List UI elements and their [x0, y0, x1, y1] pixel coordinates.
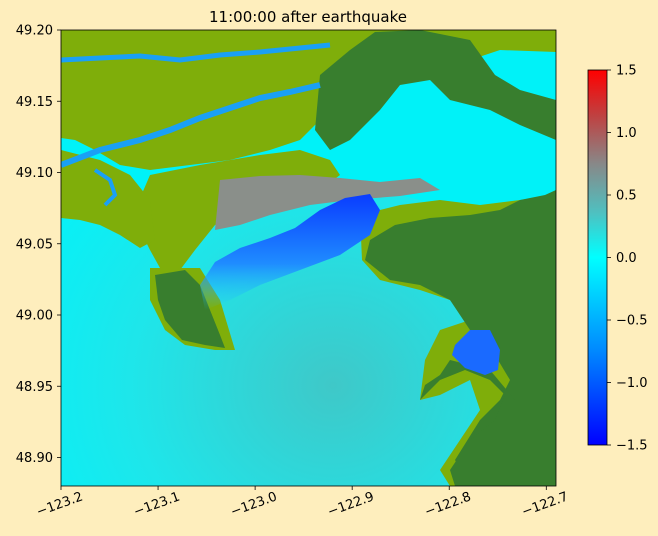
- y-tick-label: 49.15: [16, 95, 53, 110]
- y-tick-label: 49.05: [16, 237, 53, 252]
- x-tick-label: −123.1: [132, 489, 182, 520]
- x-tick-label: −122.7: [520, 489, 570, 520]
- river-channel-west: [93, 168, 118, 207]
- heatmap-field: [61, 30, 556, 486]
- colorbar-axis: 1.5 1.0 0.5 0.0 −0.5 −1.0 −1.5: [607, 64, 648, 454]
- y-tick-label: 49.10: [16, 166, 53, 181]
- x-axis: −123.2 −123.1 −123.0 −122.9 −122.8 −122.7: [35, 486, 570, 520]
- y-tick-label: 48.95: [16, 380, 53, 395]
- land-high-south: [420, 360, 556, 486]
- colorbar-tick-label: −0.5: [616, 314, 648, 329]
- plot-frame: [60, 29, 557, 487]
- colorbar-tick-label: −1.0: [616, 376, 648, 391]
- x-tick-label: −122.8: [423, 489, 473, 520]
- y-tick-label: 49.00: [16, 309, 53, 324]
- x-tick-label: −123.0: [229, 489, 279, 520]
- colorbar-tick-label: 1.5: [616, 64, 637, 79]
- drawdown-zone: [200, 194, 380, 310]
- chart-title: 11:00:00 after earthquake: [209, 8, 407, 26]
- drawdown-bay: [452, 330, 500, 375]
- x-tick-label: −122.9: [326, 489, 376, 520]
- colorbar-tick-label: −1.5: [616, 439, 648, 454]
- y-tick-label: 49.20: [16, 24, 53, 39]
- colorbar: [587, 69, 608, 446]
- river-channel: [61, 82, 321, 168]
- colorbar-tick-label: 0.5: [616, 189, 637, 204]
- river-channel-north: [61, 42, 331, 63]
- land-low-delta: [61, 150, 155, 248]
- land-high-east: [315, 30, 556, 486]
- x-tick-label: −123.2: [35, 489, 85, 520]
- y-tick-label: 48.90: [16, 451, 53, 466]
- colorbar-tick-label: 0.0: [616, 251, 637, 266]
- gray-strip: [215, 175, 440, 230]
- colorbar-tick-label: 1.0: [616, 126, 637, 141]
- land-high-peninsula: [155, 270, 225, 348]
- y-axis: 49.20 49.15 49.10 49.05 49.00 48.95 48.90: [16, 24, 61, 466]
